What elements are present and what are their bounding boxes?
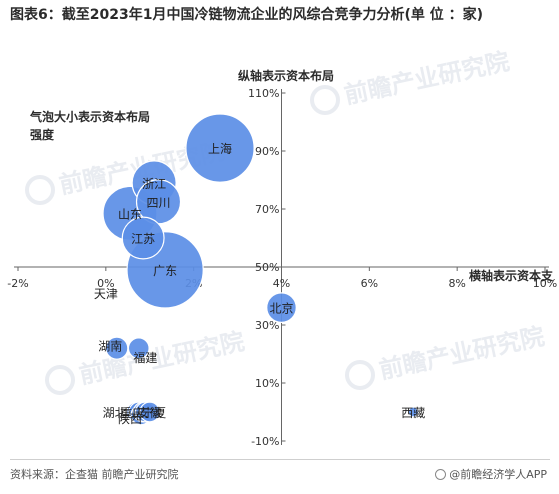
size-legend-line-1: 气泡大小表示资本布局 [29,109,150,124]
x-tick-label: 8% [448,277,465,290]
y-tick-label: 70% [255,203,279,216]
bubble-label: 山东 [118,207,142,221]
x-axis-label: 横轴表示资本支 [469,268,554,283]
watermark-logo-icon [25,175,55,205]
bubble-label: 湖南 [98,338,122,353]
x-tick-label: -2% [7,277,28,290]
bubbles [102,113,419,426]
watermark-logo-icon [310,85,340,115]
bubble-宁夏 [139,401,161,423]
bubble-label: 湖北 [103,405,127,420]
x-tick-label: 10% [533,277,557,290]
x-tick-label: 6% [361,277,378,290]
y-tick-label: 50% [255,261,279,274]
bubble-上海 [185,113,255,183]
bubble-label: 四川 [147,196,171,210]
brand-credit: @前瞻经济学人APP [435,466,547,482]
watermark-logo-icon [345,360,375,390]
axes: -2%0%2%4%6%8%10%-10%10%30%50%70%90%110% [7,87,557,448]
y-tick-label: 110% [248,87,279,100]
size-legend-line-2: 强度 [30,127,55,142]
y-axis-label: 纵轴表示资本布局 [238,68,334,83]
y-tick-label: 10% [255,377,279,390]
bubble-福建 [127,337,150,360]
source-note: 资料来源：企查猫 前瞻产业研究院 [10,468,179,481]
bubble-label: 天津 [94,287,118,301]
bubble-江苏 [121,216,165,260]
bubble-label: 重庆 [120,406,144,420]
x-tick-label: 4% [273,277,290,290]
bubble-label: 福建 [133,350,157,365]
y-tick-label: 30% [255,319,279,332]
bubble-label: 江苏 [131,232,155,246]
watermark-text: 前瞻产业研究院 [377,322,547,384]
bubble-label: 宁夏 [142,405,166,420]
footer-divider [10,459,550,460]
bubble-label: 西藏 [401,406,425,420]
watermark-text: 前瞻产业研究院 [342,47,512,109]
y-tick-label: 90% [255,145,279,158]
bubble-label: 上海 [208,141,232,156]
bubble-label: 北京 [269,302,293,316]
x-tick-label: 0% [97,277,114,290]
bubble-label: 浙江 [142,177,166,191]
bubble-西藏 [407,406,419,418]
bubble-label: 安徽 [138,405,162,420]
brand-text: @前瞻经济学人APP [449,468,547,481]
bubble-label: 广东 [153,264,177,278]
bubble-湖南 [105,336,129,360]
chart-title: 图表6：截至2023年1月中国冷链物流企业的风综合竞争力分析(单 位 ：家) [10,7,483,23]
watermark-text: 前瞻产业研究院 [77,327,247,389]
watermark-logo-icon [45,365,75,395]
brand-logo-icon [435,468,447,480]
bubble-北京 [266,292,297,323]
bubble-label: 陕西 [118,411,142,426]
y-tick-label: -10% [251,435,279,448]
